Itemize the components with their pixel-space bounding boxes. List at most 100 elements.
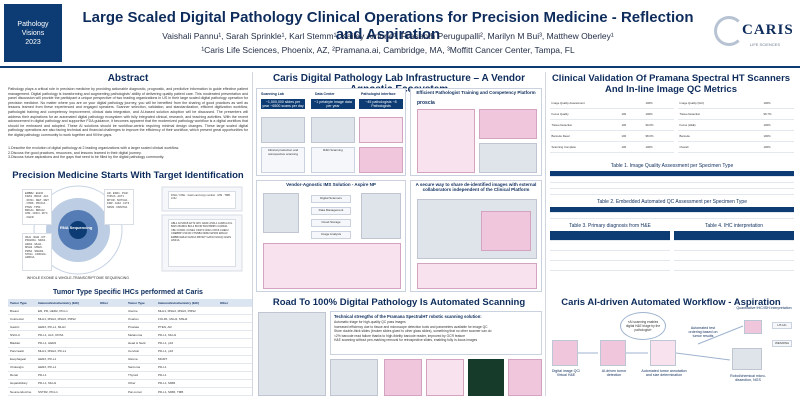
slide-thumbnail	[359, 147, 403, 173]
scanner-strengths-box: Technical strengths of the Pramana Spect…	[330, 311, 542, 355]
data-center-label: Data Center	[315, 92, 335, 96]
automated-scanning-title: Road To 100% Digital Pathology Is Automa…	[272, 297, 526, 308]
poster-header: Pathology Visions 2023 Large Scaled Digi…	[0, 0, 800, 66]
ims-title: Vendor-Agnostic IMS Solution - Aspire NP	[286, 182, 376, 187]
table-cell: Uterine	[128, 308, 138, 313]
gene-list-box: ERBB2 · EGFR · KRAS · BRAF · ALK · ROS1 …	[22, 189, 52, 225]
table-cell: 100%	[763, 123, 771, 127]
table-cell: Other	[128, 381, 136, 386]
table1	[550, 171, 794, 195]
table-row	[550, 183, 794, 189]
table-header-row	[550, 231, 670, 241]
competency-dashboard	[479, 143, 537, 173]
microdissection-image	[732, 348, 762, 370]
tumor-annotation-image	[650, 340, 676, 366]
table-cell: Other	[100, 300, 109, 305]
table-row: Esophageal HER2, PD-L1 Glioma MGMT	[8, 356, 252, 364]
table-header-row	[674, 231, 794, 241]
badge-line-1: Pathology	[17, 20, 49, 28]
table-header-row	[550, 207, 794, 213]
strengths-title: Technical strengths of the Pramana Spect…	[334, 314, 482, 319]
lab-overview-panel: Scanning Lab Data Center Pathologist int…	[256, 88, 406, 176]
table-cell: NSCLC	[10, 332, 21, 337]
table-cell: Tissue Detection	[551, 123, 573, 127]
table2	[550, 207, 794, 219]
ai-step-label: Automated tumor annotation and size dete…	[641, 369, 687, 377]
table-cell: 100%	[645, 101, 653, 105]
table-cell: HER2, PD-L1, MLH1	[38, 324, 66, 329]
training-slide-view	[479, 109, 537, 139]
objective-item: 2.Discuss the good practices, resources,…	[8, 150, 142, 155]
ai-workflow-arrows	[578, 325, 744, 361]
table-cell: Breast	[10, 308, 19, 313]
table3	[550, 231, 670, 271]
table-row: Colorectal MLH1, MSH2, MSH6, PMS2 Ovarian F…	[8, 315, 252, 324]
table-cell: SSTR2, PD-L1	[38, 389, 58, 394]
badge-line-2: Visions	[21, 29, 45, 37]
server-photo	[311, 117, 355, 143]
table-row: Focus Quality 100 100%	[550, 109, 674, 120]
table-cell: PD-L1, HER2	[38, 341, 57, 346]
table-cell: PD-L1, MLH1	[158, 332, 177, 337]
table-cell: Immunohistochemistry (IHC)	[158, 300, 200, 305]
scanning-lab-label: Scanning Lab	[261, 92, 284, 96]
table-cell: PD-L1	[38, 373, 47, 378]
table-cell: MLH1, MSH2, PD-L1	[38, 349, 67, 354]
logo-wordmark: CARIS	[742, 22, 794, 38]
table-cell: 100	[621, 145, 627, 149]
table-cell: 100	[621, 134, 627, 138]
share-panel: A secure way to share de-identified imag…	[410, 180, 542, 292]
table-cell: PD-L1, MMR, TMB	[158, 389, 184, 394]
table-cell: Melanoma	[128, 332, 143, 337]
table-cell: PD-L1, p16	[158, 341, 174, 346]
slide-qc-example-3	[508, 359, 542, 396]
gene-list-box: IDH1 · IDH2 · KIT · PDGFRA · NRAS · HRAS…	[22, 233, 52, 271]
table-cell: 100	[621, 123, 627, 127]
ihc-image	[744, 320, 762, 334]
tumor-detection-image	[600, 340, 626, 366]
rna-seq-label: RNA Sequencing	[60, 225, 93, 230]
ims-item: Image Analysis	[311, 231, 351, 239]
table-row: Neuroendocrine SSTR2, PD-L1 Pan-tumor PD-L1…	[8, 388, 252, 397]
strength-bullet: Increased efficiency due to tissue and m…	[334, 324, 488, 329]
table-cell: 100	[621, 112, 627, 116]
table-row	[674, 241, 794, 251]
slide-qc-example-2	[426, 359, 464, 396]
strength-bullet: <2% barcode read failure thanks to high-…	[334, 333, 466, 338]
table-cell: Immunohistochemistry (IHC)	[38, 300, 80, 305]
table-cell: Overall	[679, 145, 689, 149]
table-cell: Neuroendocrine	[10, 389, 32, 394]
table-cell: Colorectal	[10, 316, 24, 321]
table-cell: Tumor Type	[10, 300, 27, 305]
table-cell: Pancreatic	[10, 349, 25, 354]
table-cell: FOLR1, MLH1, MSH2	[158, 316, 188, 321]
scanning-stat: ~1,500,000 slides per year ~6500 scans p…	[261, 99, 305, 109]
table-row: Scanning Complete 100 100%	[550, 142, 674, 153]
clinical-scan-box: Clinical production and retrospective sc…	[261, 147, 305, 173]
table-cell: PD-L1	[158, 365, 167, 370]
annotation-screenshot	[417, 263, 537, 289]
conference-badge: Pathology Visions 2023	[4, 4, 62, 62]
table-cell: Scanning Complete	[551, 145, 576, 149]
qc-scanner-table: Image Quality (IHC) 100% Tissue Detection 9…	[678, 98, 794, 153]
ims-item: Digital Scanners	[311, 195, 351, 203]
table-cell: Thyroid	[128, 373, 139, 378]
ai-step-label: Digital image QC/ Virtual H&E	[551, 369, 581, 377]
table3-caption: Table 3. Primary diagnosis from H&E	[569, 223, 651, 229]
logo-arc-icon	[714, 16, 744, 46]
table1-caption: Table 1. Image Quality Assessment per Sp…	[610, 163, 734, 169]
table-cell: ER, PR, HER2, PD-L1	[38, 308, 68, 313]
table-cell: PD-L1, p16	[158, 349, 174, 354]
table-row: Gastric HER2, PD-L1, MLH1 Prostate PTEN, AR	[8, 323, 252, 332]
table-cell: Cholangio	[10, 365, 24, 370]
gene-list-box: FISH / CISH · fusion and copy number · M…	[168, 191, 236, 209]
table-row: Image Quality (IHC) 100%	[678, 98, 794, 109]
digital-he-image	[552, 340, 578, 366]
strength-bullet: H&E scanning without pen-marking removal…	[334, 338, 478, 343]
cloud-diagram	[361, 193, 401, 239]
table-row: Breast ER, PR, HER2, PD-L1 Uterine MLH1, MS…	[8, 307, 252, 316]
training-platform-panel: Efficient Pathologist Training and Compe…	[410, 88, 542, 176]
table-row: Cholangio HER2, PD-L1 Sarcoma PD-L1	[8, 364, 252, 372]
wes-rna-tag: WES/RNA	[772, 340, 792, 347]
objective-item: 3.Discuss future aspirations and the gap…	[8, 155, 165, 160]
